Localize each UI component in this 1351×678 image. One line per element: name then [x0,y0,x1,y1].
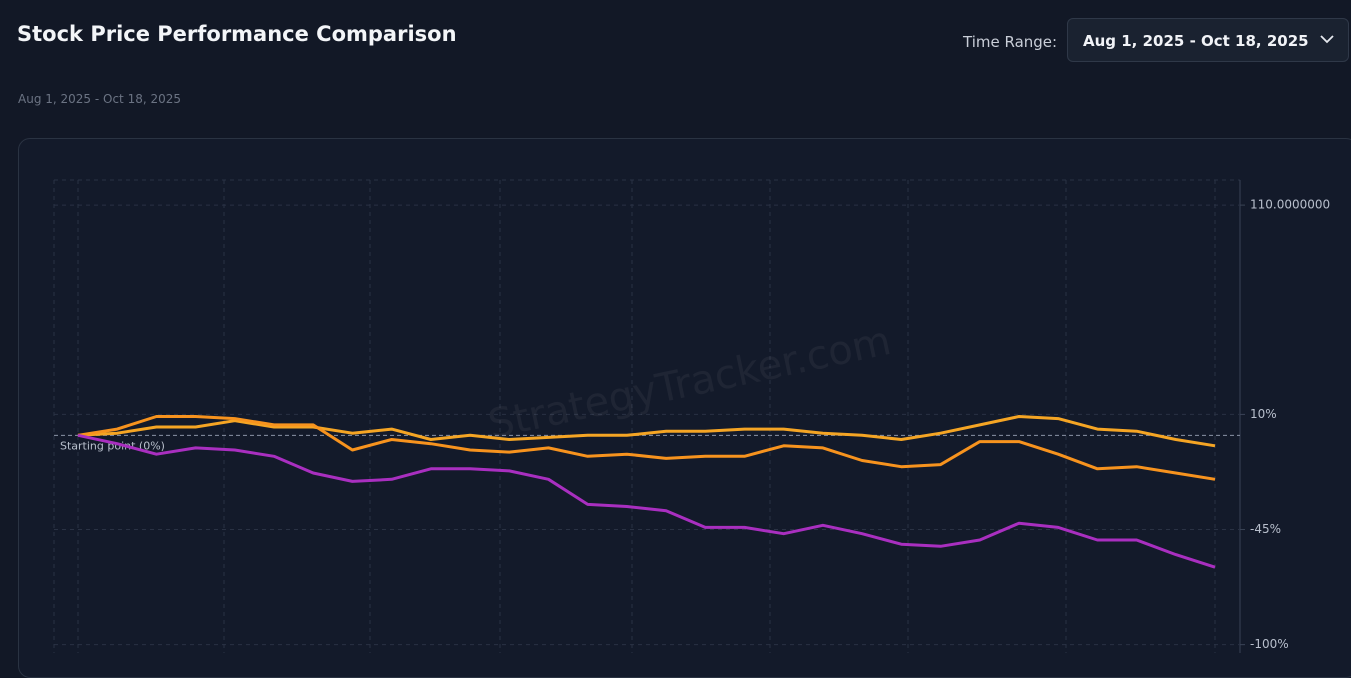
series-line [77,415,1216,481]
y-tick-label: 10% [1250,407,1277,421]
series-line [77,433,1216,569]
chart-panel [18,138,1351,678]
chart: 110.0000000 10% -45% -100% StrategyTracker.c… [53,179,1330,653]
y-tick-label: 110.0000000 [1250,198,1330,212]
page: {"header": {"title": "Stock Price Perfor… [17,18,1351,678]
time-range-dropdown[interactable]: Aug 1, 2025 - Oct 18, 2025 [1067,18,1349,62]
y-tick-label: -100% [1250,637,1289,651]
range-label: Time Range: [963,33,1058,51]
page-title: Stock Price Performance Comparison [17,22,457,46]
chevron-icon [1320,35,1334,44]
y-tick-label: -45% [1250,522,1281,536]
date-subtitle: Aug 1, 2025 - Oct 18, 2025 [18,92,182,106]
series-line [77,415,1216,448]
watermark: StrategyTracker.com [484,318,895,448]
dropdown-value: Aug 1, 2025 - Oct 18, 2025 [1083,32,1309,50]
